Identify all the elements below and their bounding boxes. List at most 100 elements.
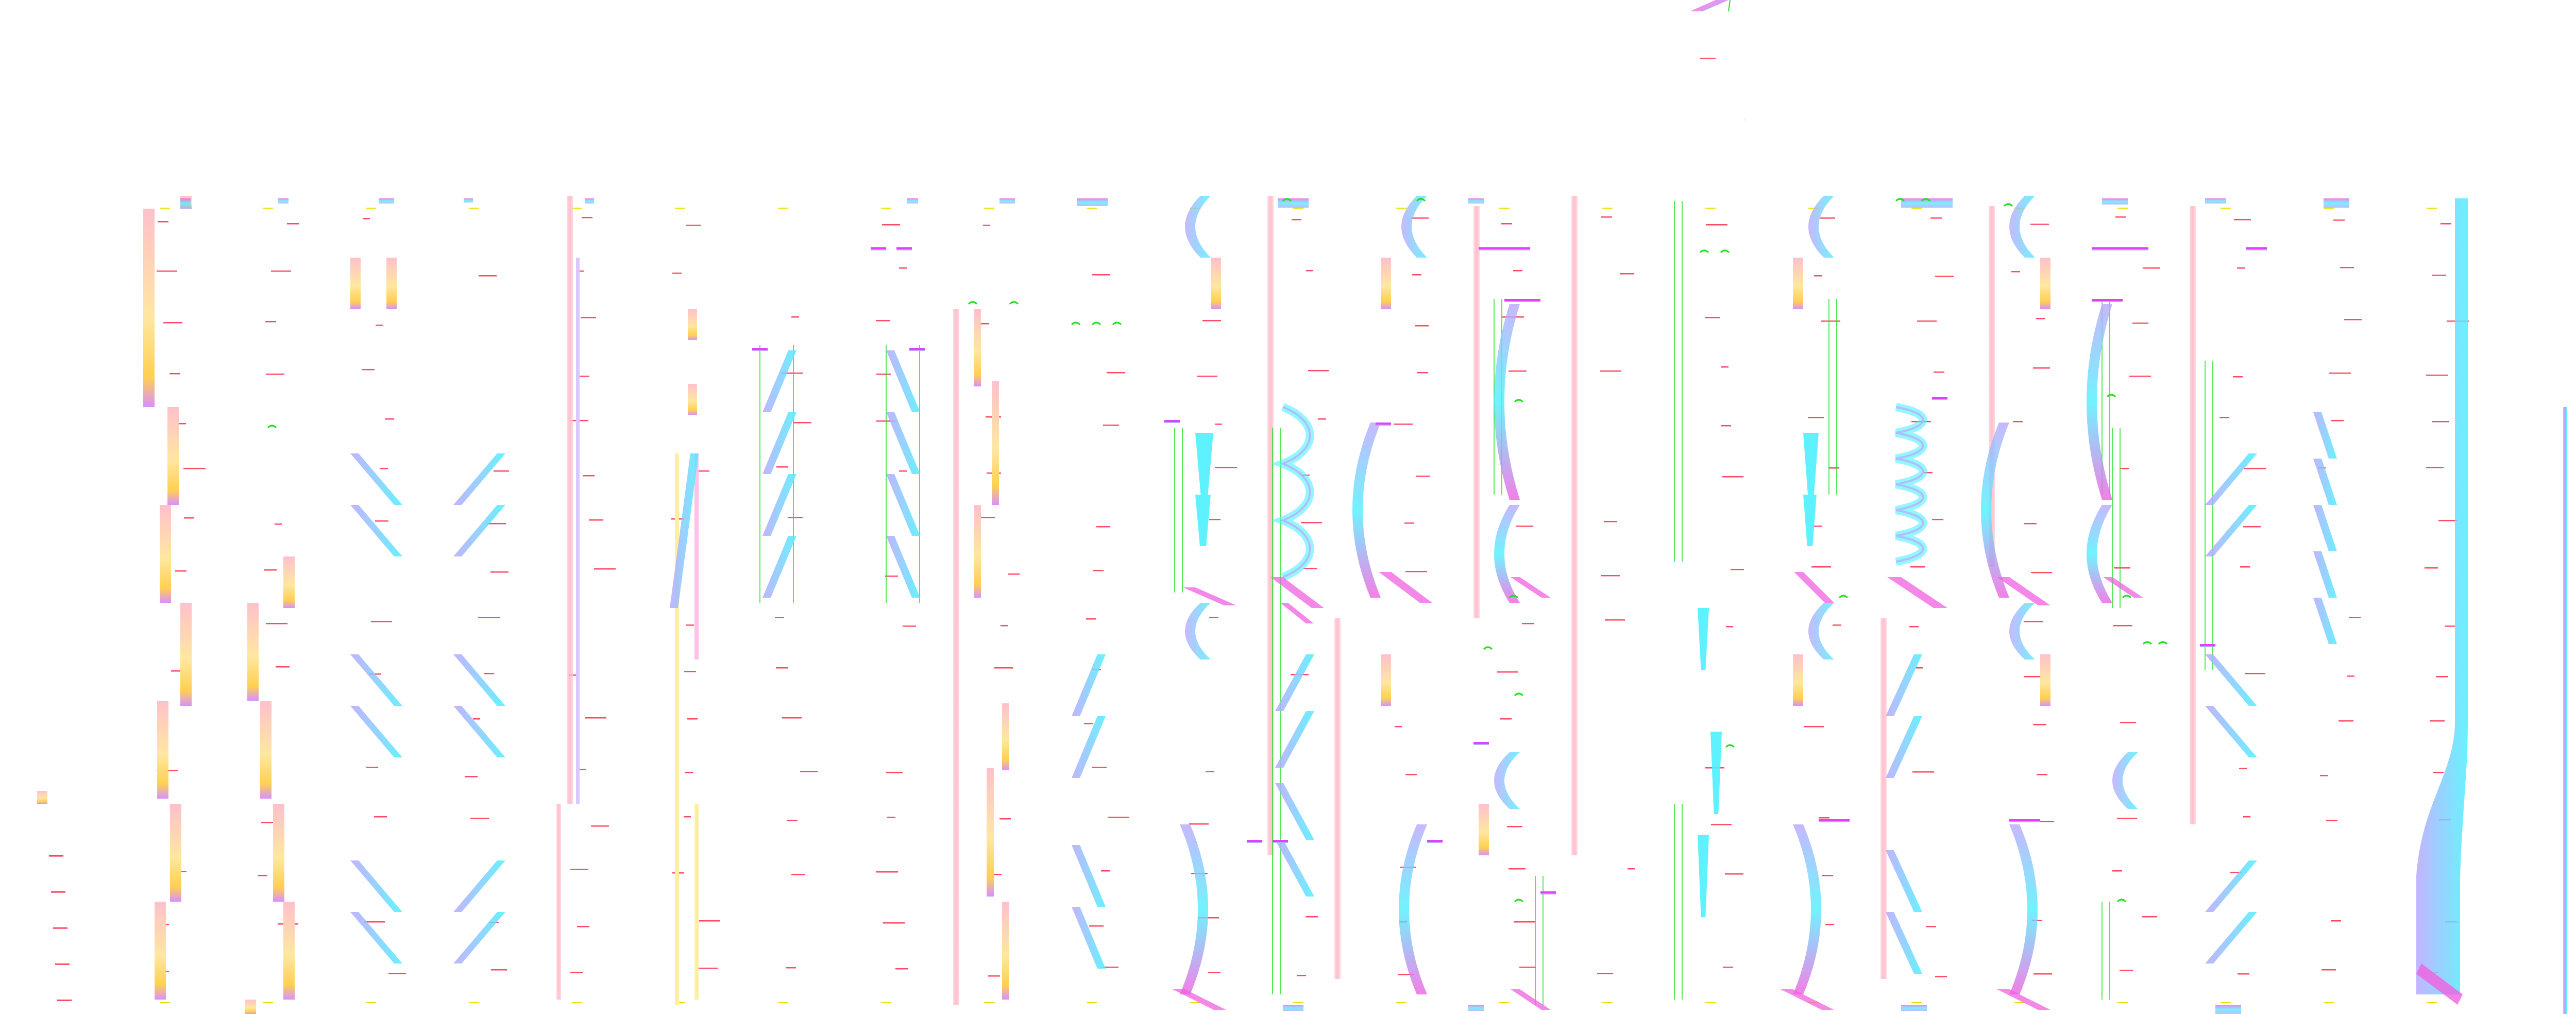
cap	[2215, 1005, 2241, 1014]
ribbon	[1793, 824, 1821, 994]
tick-label	[1297, 975, 1306, 976]
header-bar	[2092, 299, 2123, 301]
tick-label	[51, 891, 65, 893]
tick-label	[170, 373, 180, 375]
tick-label	[1916, 667, 1923, 669]
ribbon	[1494, 505, 1520, 603]
tick-label	[2436, 676, 2448, 678]
ribbon	[1886, 850, 1922, 974]
tick-label	[1514, 921, 1535, 923]
tick-label	[2425, 567, 2438, 569]
tick-label	[2243, 816, 2250, 818]
bar	[2190, 206, 2196, 824]
header-bar	[2246, 249, 2267, 250]
tick-label	[1308, 370, 1329, 371]
tick-label	[1500, 718, 1512, 720]
tick-label	[2430, 720, 2445, 722]
tick-label	[2117, 818, 2137, 819]
tick-label	[1412, 274, 1421, 276]
cap	[1901, 198, 1953, 208]
tick-label	[2230, 872, 2242, 873]
tick-label	[885, 576, 898, 577]
ribbon	[1072, 654, 1106, 778]
bar	[1793, 258, 1803, 309]
ribbon	[350, 654, 402, 757]
tick-label	[366, 208, 376, 209]
header-bar	[2092, 247, 2148, 249]
tick-label	[572, 208, 582, 209]
tick-label	[800, 771, 818, 772]
tick-label	[1516, 526, 1533, 527]
ribbon	[1997, 577, 2050, 605]
header-bar	[1376, 422, 1391, 425]
tick-label	[2024, 621, 2043, 622]
connector-line	[1674, 201, 1683, 562]
tick-label	[876, 320, 890, 322]
ribbon	[886, 350, 920, 598]
tick-label	[2033, 973, 2052, 975]
tick-label	[776, 466, 788, 468]
glyph	[1720, 249, 1730, 254]
bar	[953, 309, 959, 1005]
ribbon	[1698, 835, 1709, 917]
tick-label	[791, 316, 799, 318]
ribbon	[1183, 587, 1236, 605]
tick-label	[2338, 720, 2353, 722]
tick-label	[1087, 208, 1097, 209]
tick-label	[1808, 208, 1819, 209]
right-ribbon-track	[2416, 198, 2567, 1014]
header-bar	[1540, 891, 1556, 893]
tick-label	[1209, 519, 1221, 520]
tick-label	[1808, 417, 1824, 418]
tick-label	[1605, 619, 1625, 621]
tick-label	[160, 208, 170, 209]
header-bar	[1427, 840, 1443, 842]
tick-label	[2030, 224, 2049, 225]
cap	[180, 198, 191, 209]
bar	[2040, 654, 2050, 706]
tick-label	[1404, 522, 1414, 524]
ribbon	[1887, 577, 1947, 608]
tick-label	[697, 470, 709, 472]
tick-label	[687, 718, 698, 720]
ribbon	[2009, 824, 2038, 994]
tick-label	[469, 1002, 479, 1003]
tick-label	[1935, 976, 1947, 977]
bar	[283, 902, 295, 1000]
tick-label	[2238, 973, 2249, 975]
header-bar	[909, 348, 925, 350]
tick-label	[1396, 208, 1406, 209]
diagram-columns	[37, 196, 2469, 1014]
header-bar	[2246, 247, 2267, 249]
header-bar	[1819, 821, 1850, 822]
tick-label	[375, 520, 388, 522]
bar	[1267, 196, 1274, 855]
bar	[1002, 703, 1009, 770]
bar	[283, 556, 295, 608]
tick-label	[1306, 270, 1313, 272]
cap	[379, 198, 394, 204]
tick-label	[263, 1002, 273, 1003]
tick-label	[2331, 420, 2344, 421]
glyph	[968, 301, 978, 305]
cap	[464, 198, 473, 202]
glyph	[1921, 198, 1931, 202]
bar	[567, 196, 573, 804]
bar	[556, 804, 561, 1000]
tick-label	[2347, 675, 2354, 677]
glyph	[1725, 744, 1735, 748]
ribbon	[1981, 422, 2009, 598]
tick-label	[2433, 772, 2444, 773]
glyph	[1514, 899, 1524, 903]
tick-label	[786, 967, 796, 969]
header-bar	[1819, 819, 1850, 821]
ribbon	[1173, 989, 1226, 1010]
tick-label	[1086, 618, 1096, 620]
tick-label	[2324, 208, 2334, 209]
tick-label	[1721, 425, 1731, 427]
tick-label	[984, 208, 994, 209]
tick-label	[685, 772, 693, 773]
tick-label	[1705, 317, 1720, 318]
bar	[1571, 196, 1578, 855]
tick-label	[984, 1002, 994, 1003]
